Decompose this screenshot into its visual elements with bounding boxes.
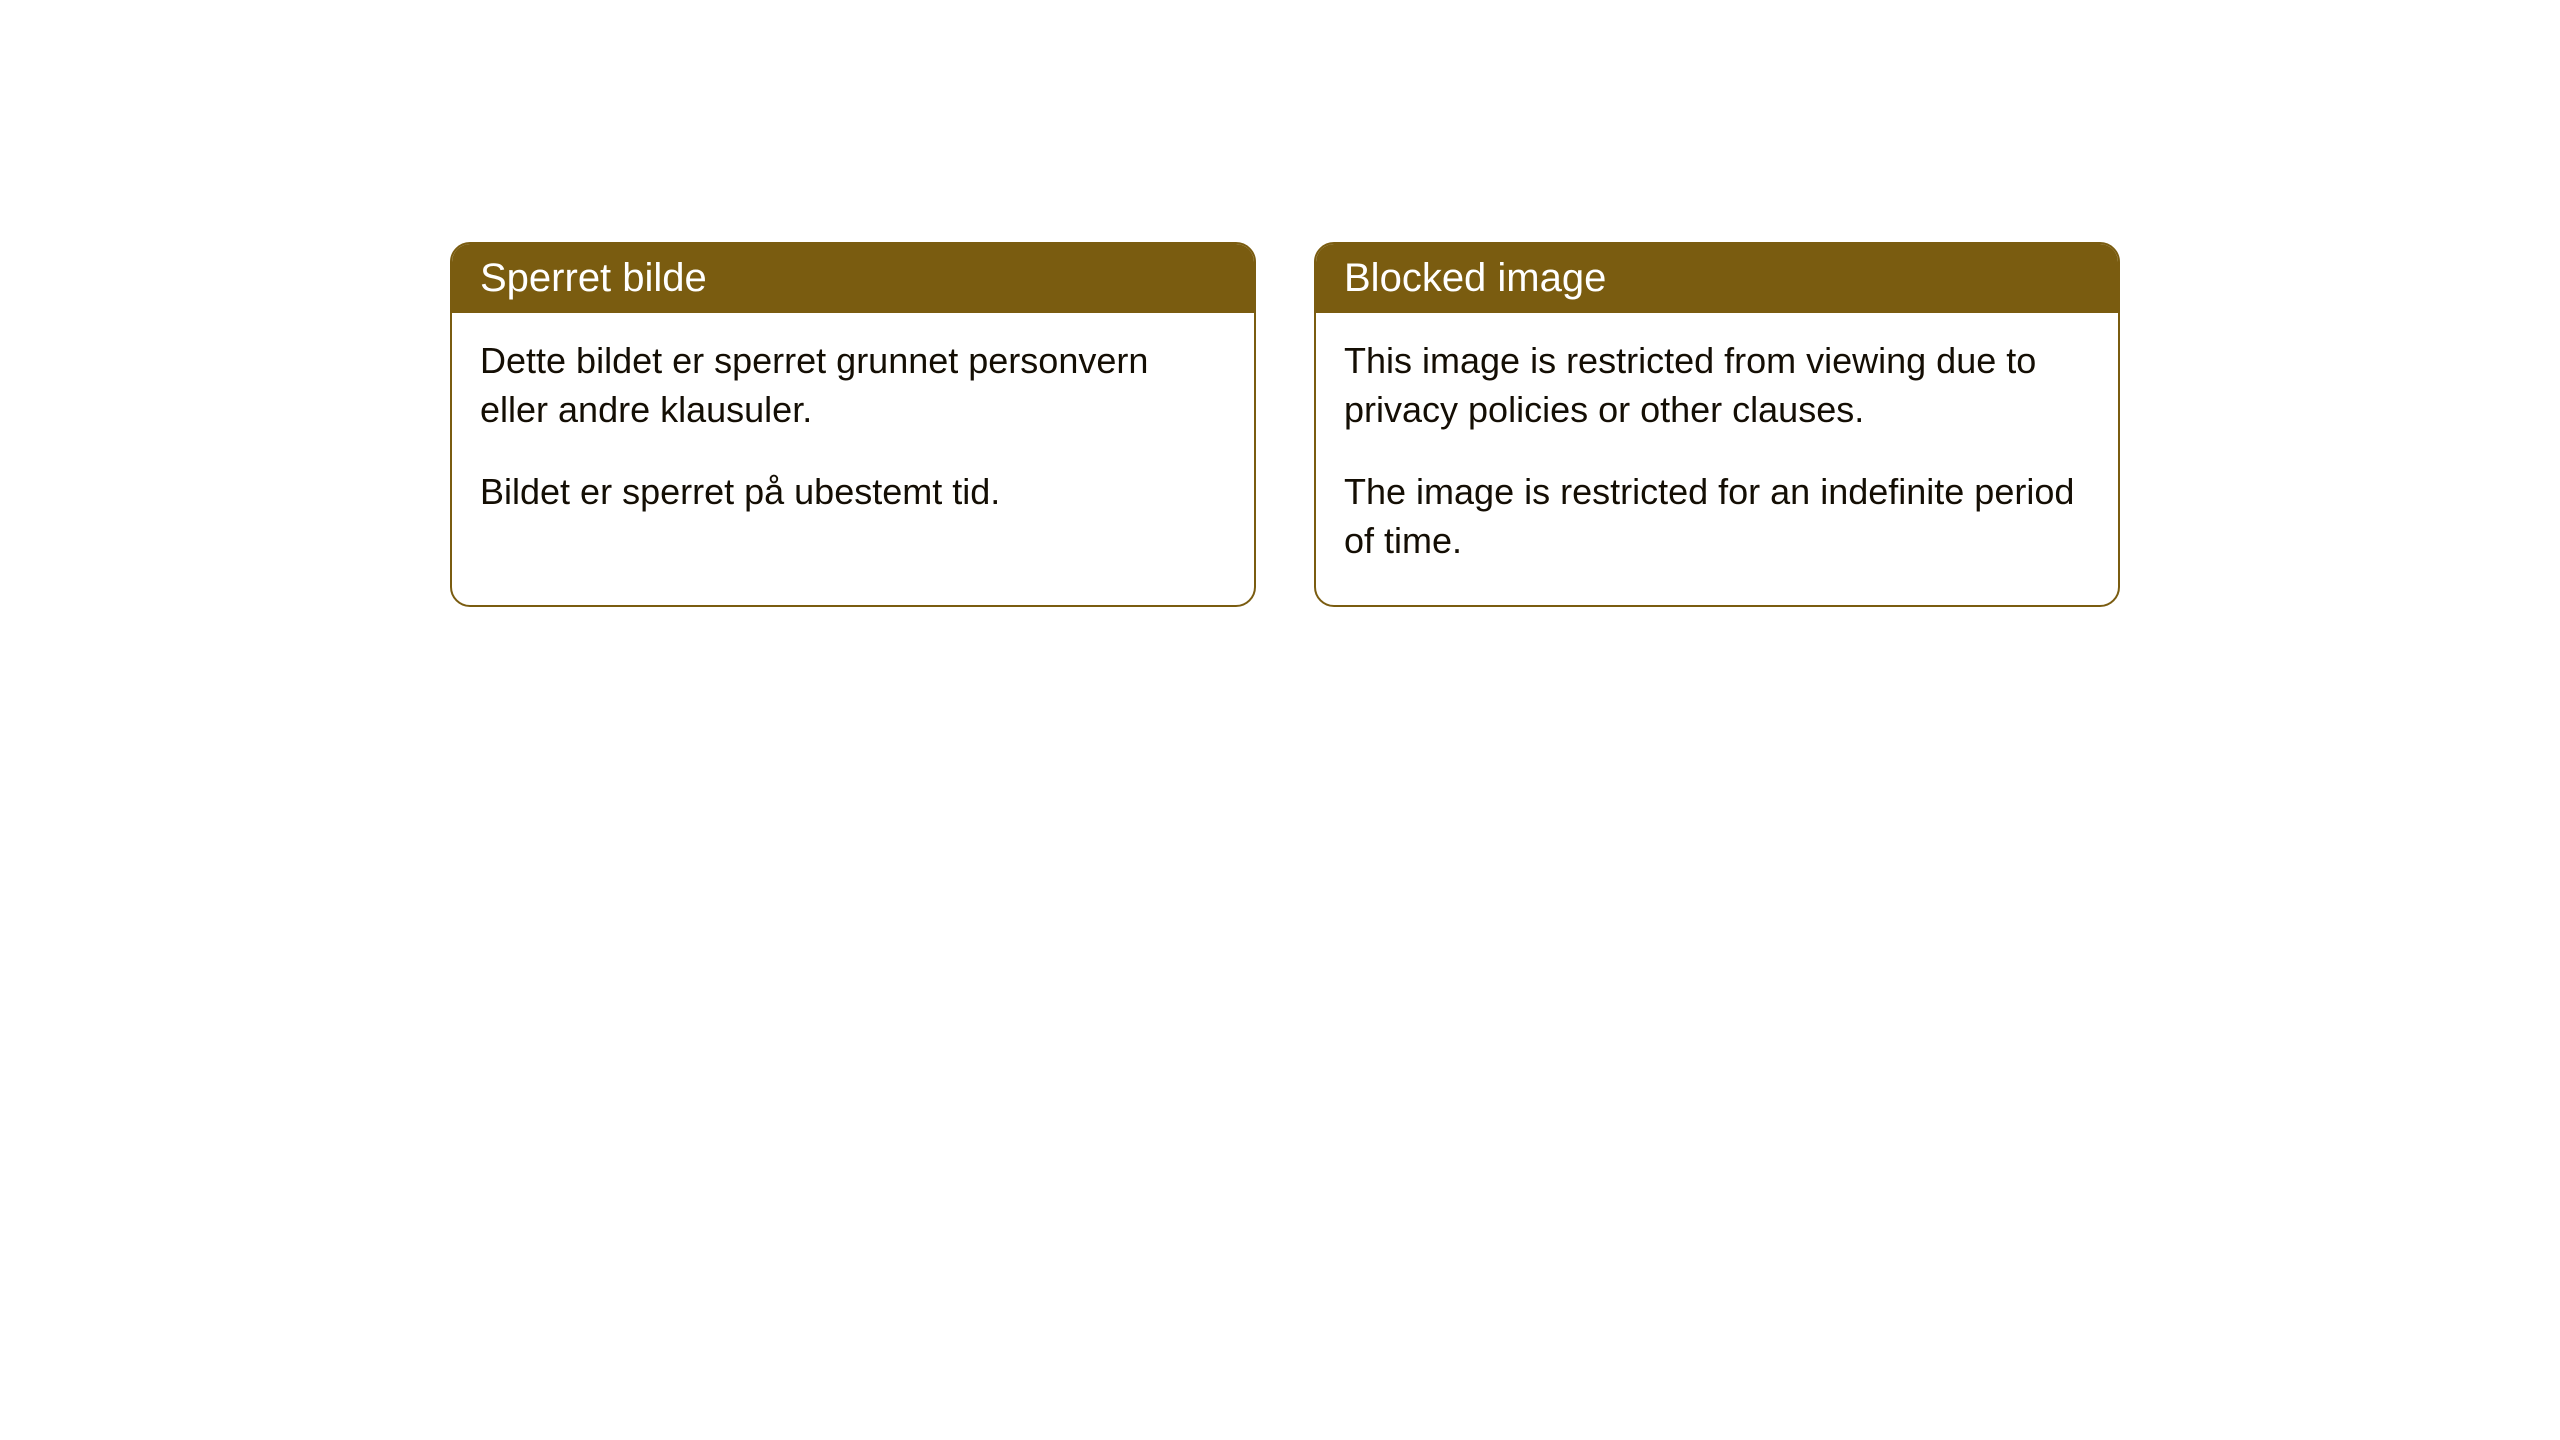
card-paragraph-2-en: The image is restricted for an indefinit… [1344, 468, 2090, 565]
card-paragraph-1-no: Dette bildet er sperret grunnet personve… [480, 337, 1226, 434]
card-body-en: This image is restricted from viewing du… [1316, 313, 2118, 605]
card-body-no: Dette bildet er sperret grunnet personve… [452, 313, 1254, 557]
card-paragraph-1-en: This image is restricted from viewing du… [1344, 337, 2090, 434]
card-title-en: Blocked image [1344, 256, 1606, 300]
card-paragraph-2-no: Bildet er sperret på ubestemt tid. [480, 468, 1226, 517]
cards-container: Sperret bilde Dette bildet er sperret gr… [450, 242, 2560, 607]
card-header-en: Blocked image [1316, 244, 2118, 313]
blocked-image-card-en: Blocked image This image is restricted f… [1314, 242, 2120, 607]
card-header-no: Sperret bilde [452, 244, 1254, 313]
blocked-image-card-no: Sperret bilde Dette bildet er sperret gr… [450, 242, 1256, 607]
card-title-no: Sperret bilde [480, 256, 707, 300]
